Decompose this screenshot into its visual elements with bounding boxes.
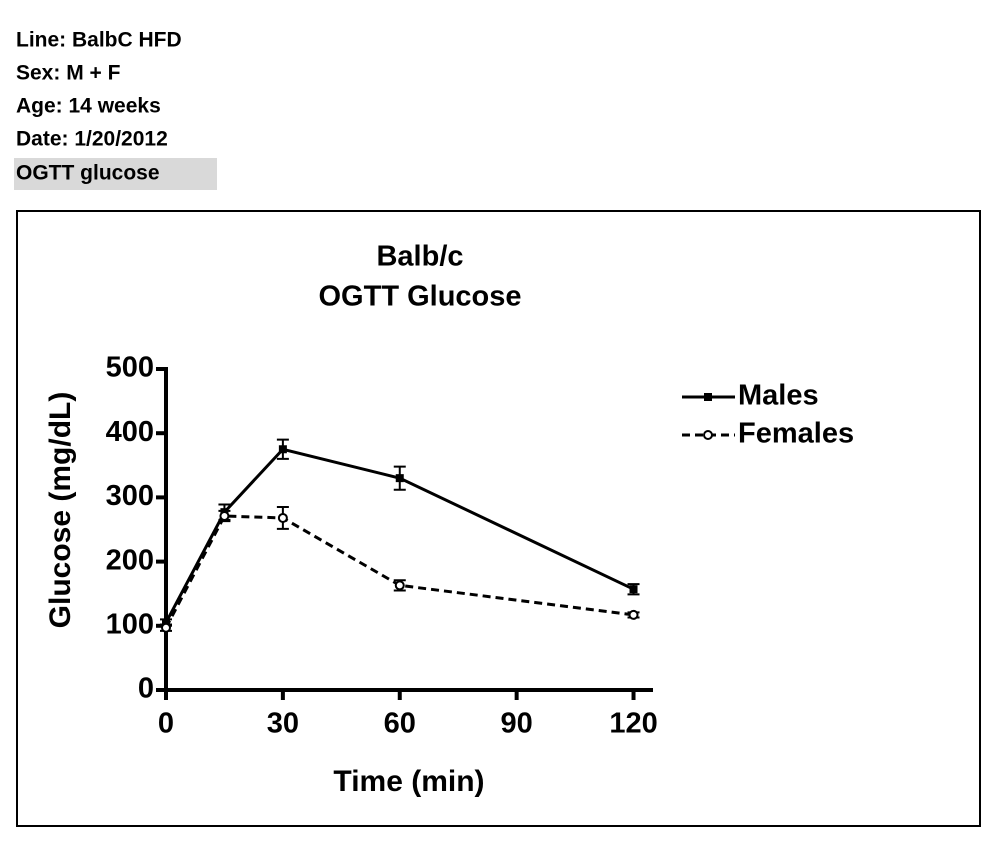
x-axis-label: Time (min): [333, 765, 484, 798]
x-tick-label: 30: [267, 708, 299, 740]
legend-marker: [704, 393, 712, 401]
data-point: [394, 580, 405, 591]
data-point: [219, 511, 230, 522]
data-point: [395, 474, 404, 483]
chart-frame: [16, 210, 981, 827]
legend-label: Males: [738, 380, 819, 412]
legend-label: Females: [738, 418, 854, 450]
header-highlight: OGTT glucose: [16, 162, 160, 185]
data-point: [162, 618, 170, 627]
data-point: [628, 609, 639, 620]
header-line: Age: 14 weeks: [16, 95, 161, 118]
legend-marker: [703, 430, 713, 440]
x-tick-label: 60: [384, 708, 416, 740]
highlight-box: [14, 158, 217, 190]
data-point: [629, 585, 638, 594]
chart-title: OGTT Glucose: [318, 281, 521, 313]
y-tick-label: 0: [138, 673, 154, 705]
data-point: [278, 445, 287, 454]
header-line: Sex: M + F: [16, 62, 121, 85]
x-tick-label: 90: [501, 708, 533, 740]
data-point: [161, 622, 171, 633]
y-tick-label: 400: [106, 416, 154, 448]
chart-title: Balb/c: [376, 241, 463, 273]
x-tick-label: 120: [609, 708, 657, 740]
header-line: Line: BalbC HFD: [16, 29, 182, 52]
x-tick-label: 0: [158, 708, 174, 740]
y-tick-label: 100: [106, 608, 154, 640]
header-line: Date: 1/20/2012: [16, 128, 168, 151]
y-tick-label: 500: [106, 352, 154, 384]
y-tick-label: 200: [106, 544, 154, 576]
data-point: [277, 512, 288, 523]
y-axis-label: Glucose (mg/dL): [44, 392, 77, 629]
y-tick-label: 300: [106, 480, 154, 512]
